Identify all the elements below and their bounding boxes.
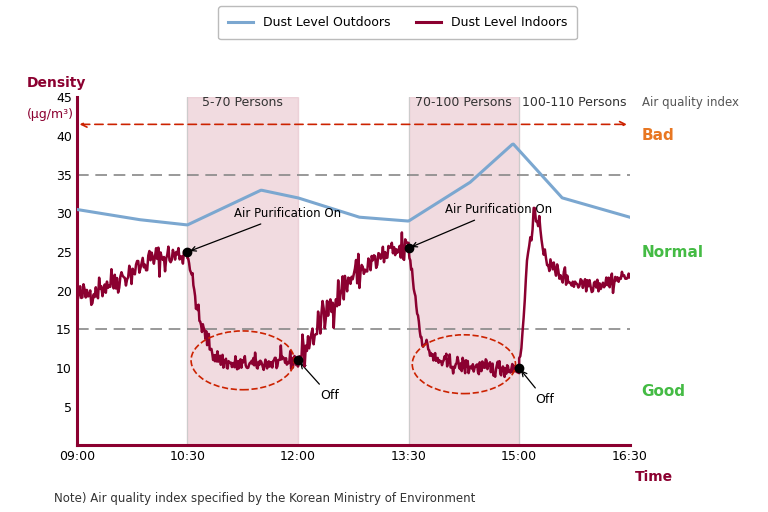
Text: 100-110 Persons: 100-110 Persons <box>522 96 627 109</box>
Bar <box>409 97 519 445</box>
Text: Bad: Bad <box>641 129 674 143</box>
Text: Air Purification On: Air Purification On <box>412 203 552 247</box>
Text: 70-100 Persons: 70-100 Persons <box>415 96 512 109</box>
Text: 5-70 Persons: 5-70 Persons <box>202 96 283 109</box>
Text: Off: Off <box>301 364 339 402</box>
Text: Air Purification On: Air Purification On <box>191 207 341 251</box>
Text: Air quality index: Air quality index <box>642 96 739 109</box>
Text: Normal: Normal <box>641 245 703 260</box>
Text: Density: Density <box>27 76 87 90</box>
Text: Note) Air quality index specified by the Korean Ministry of Environment: Note) Air quality index specified by the… <box>54 492 475 505</box>
Text: Off: Off <box>521 371 554 406</box>
Text: (μg/m³): (μg/m³) <box>27 108 74 121</box>
Legend: Dust Level Outdoors, Dust Level Indoors: Dust Level Outdoors, Dust Level Indoors <box>218 6 577 39</box>
Text: Time: Time <box>635 470 674 484</box>
Bar <box>187 97 298 445</box>
Text: Good: Good <box>641 384 685 399</box>
